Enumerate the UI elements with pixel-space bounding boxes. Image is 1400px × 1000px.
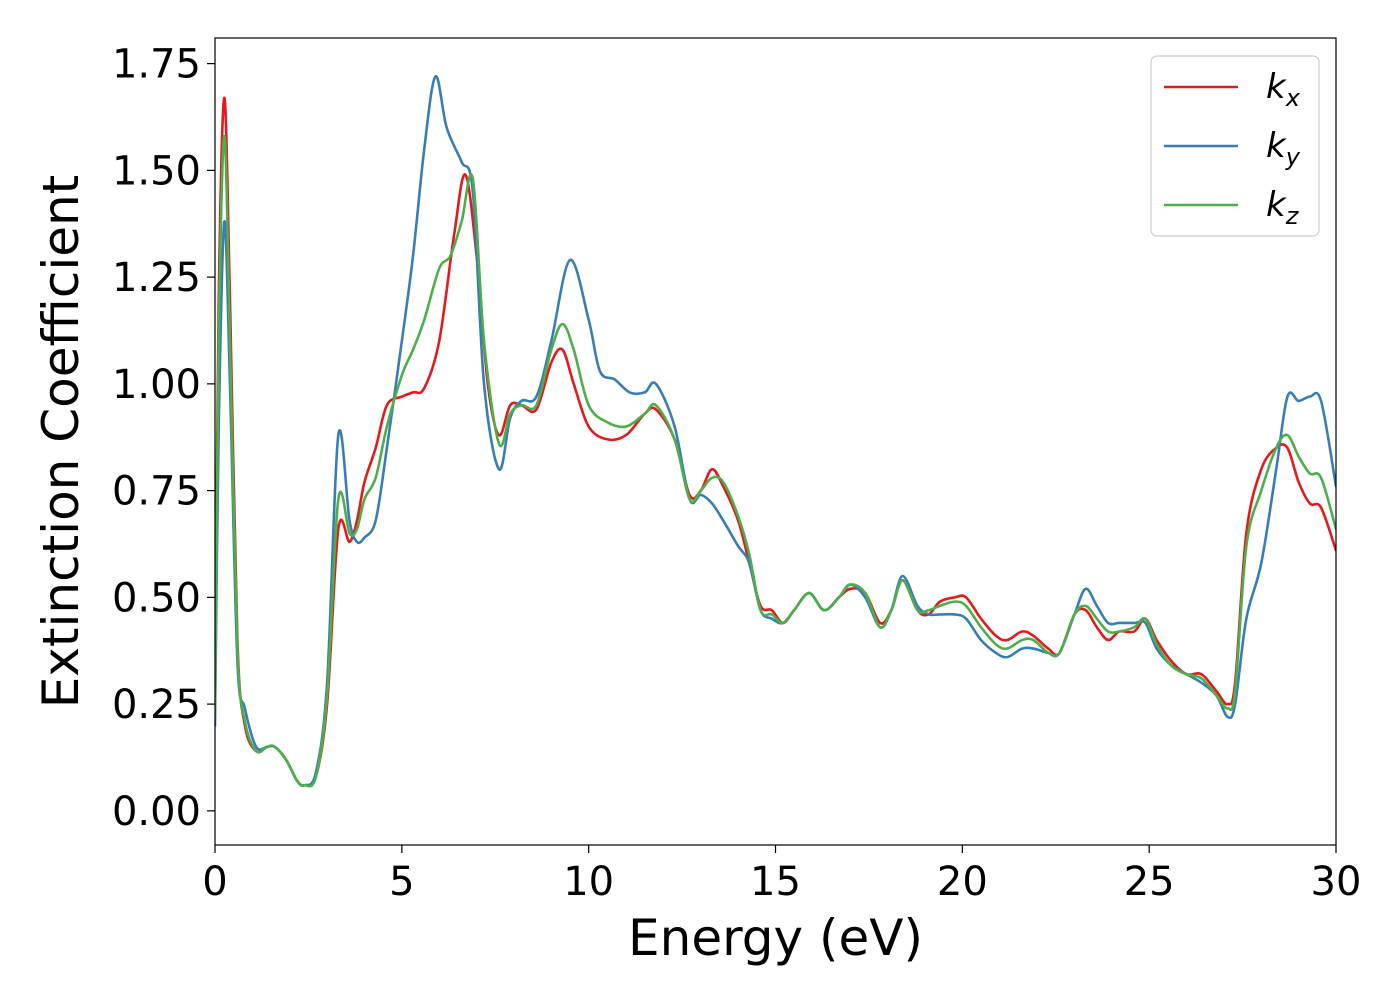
y-tick-label: 1.50 — [112, 148, 201, 194]
y-axis-title: Extinction Coefficient — [32, 175, 90, 709]
plot-area — [215, 75, 1336, 788]
legend-label-z: kz — [1266, 185, 1300, 230]
legend: kx ky kz — [1150, 55, 1320, 237]
x-tick-label: 20 — [937, 859, 988, 905]
legend-label-x: kx — [1266, 67, 1301, 112]
x-tick-label: 30 — [1311, 859, 1362, 905]
x-tick-label: 15 — [750, 859, 801, 905]
x-tick-label: 10 — [563, 859, 614, 905]
y-tick-label: 0.75 — [112, 469, 201, 515]
y-tick-label: 0.50 — [112, 575, 201, 621]
y-tick-label: 1.75 — [112, 42, 201, 88]
y-tick-label: 1.00 — [112, 362, 201, 408]
x-tick-label: 5 — [389, 859, 414, 905]
series-lines — [215, 75, 1336, 788]
series-line-z — [215, 134, 1336, 788]
x-tick-label: 25 — [1124, 859, 1175, 905]
axes: 0 5 10 15 20 25 30 0.00 0.25 0.50 0.75 1.00 1.25 1.50… — [112, 37, 1362, 905]
y-tick-label: 0.25 — [112, 682, 201, 728]
x-axis-title: Energy (eV) — [628, 909, 923, 967]
legend-label-y: ky — [1266, 126, 1301, 171]
y-tick-label: 1.25 — [112, 255, 201, 301]
x-tick-label: 0 — [202, 859, 227, 905]
y-tick-label: 0.00 — [112, 789, 201, 835]
